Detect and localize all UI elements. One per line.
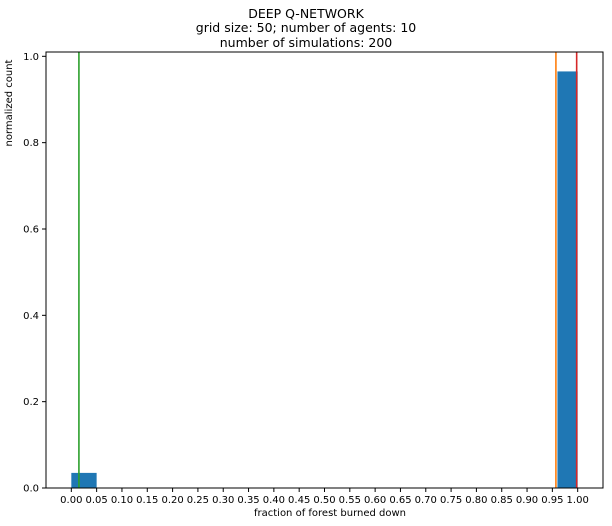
x-tick-label: 0.35 xyxy=(237,495,259,506)
y-tick-label: 1.0 xyxy=(23,52,39,63)
x-tick-label: 0.15 xyxy=(136,495,158,506)
x-tick-label: 0.85 xyxy=(491,495,513,506)
x-tick-label: 1.00 xyxy=(567,495,589,506)
chart-title-line-3: number of simulations: 200 xyxy=(219,35,393,50)
y-tick-label: 0.8 xyxy=(23,138,39,149)
x-tick-label: 0.80 xyxy=(465,495,487,506)
x-tick-label: 0.55 xyxy=(339,495,361,506)
x-axis-label: fraction of forest burned down xyxy=(253,508,407,519)
chart-title-line-1: DEEP Q-NETWORK xyxy=(248,6,364,21)
x-tick-label: 0.75 xyxy=(440,495,462,506)
y-tick-label: 0.4 xyxy=(23,311,39,322)
chart-title-line-2: grid size: 50; number of agents: 10 xyxy=(195,20,417,35)
histogram-bar xyxy=(557,71,578,488)
histogram-bar xyxy=(71,472,97,488)
x-tick-label: 0.50 xyxy=(313,495,335,506)
x-tick-label: 0.60 xyxy=(364,495,386,506)
x-tick-label: 0.30 xyxy=(212,495,234,506)
x-tick-label: 0.10 xyxy=(111,495,133,506)
y-tick-label: 0.0 xyxy=(23,484,39,495)
x-tick-label: 0.95 xyxy=(541,495,563,506)
x-tick-label: 0.20 xyxy=(161,495,183,506)
x-tick-label: 0.70 xyxy=(415,495,437,506)
x-tick-label: 0.05 xyxy=(86,495,108,506)
ticks-layer: 0.00 0.05 0.10 0.15 0.20 0.25 0.30 0.35 0.40 0.45… xyxy=(23,52,589,506)
y-axis-label: normalized count xyxy=(4,59,15,147)
vertical-lines-layer xyxy=(78,52,578,488)
x-tick-label: 0.00 xyxy=(60,495,82,506)
x-tick-label: 0.40 xyxy=(263,495,285,506)
x-tick-label: 0.90 xyxy=(516,495,538,506)
plot-frame xyxy=(45,51,604,489)
x-tick-label: 0.45 xyxy=(288,495,310,506)
y-tick-label: 0.6 xyxy=(23,224,39,235)
bars-layer xyxy=(71,71,578,488)
x-tick-label: 0.65 xyxy=(389,495,411,506)
y-tick-label: 0.2 xyxy=(23,397,39,408)
x-tick-label: 0.25 xyxy=(187,495,209,506)
